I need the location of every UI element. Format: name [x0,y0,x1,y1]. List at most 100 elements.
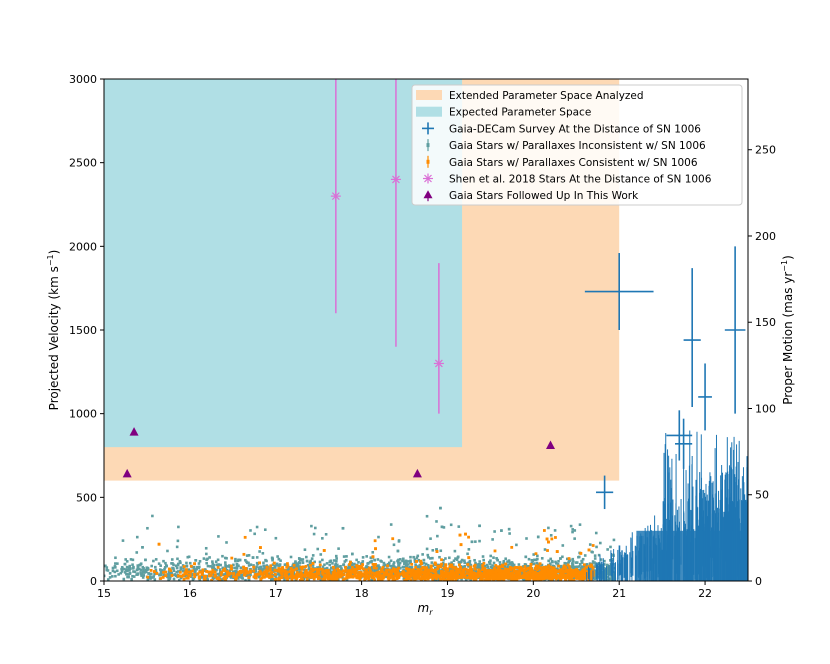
scatter-point-inconsistent [457,525,461,528]
scatter-point-consistent [470,570,473,573]
scatter-point-inconsistent [224,571,228,574]
scatter-point-inconsistent [589,567,593,570]
scatter-point-inconsistent [213,567,217,571]
scatter-point-consistent [473,571,477,575]
scatter-point-consistent [566,572,570,575]
scatter-point-consistent [324,574,327,577]
scatter-point-inconsistent [398,558,402,561]
scatter-point-consistent [455,574,459,577]
scatter-point-consistent [244,567,248,570]
scatter-point-consistent [497,578,501,581]
scatter-point-consistent [429,574,433,578]
scatter-point-consistent [555,550,559,553]
scatter-point-consistent [518,574,522,578]
scatter-point-inconsistent [597,572,600,576]
scatter-point-consistent [450,575,454,579]
scatter-point-consistent [497,575,501,579]
scatter-point-inconsistent [166,549,169,553]
scatter-point-consistent [350,574,354,578]
scatter-point-inconsistent [228,569,232,573]
scatter-point-inconsistent [591,550,594,554]
scatter-point-consistent [201,568,205,572]
scatter-point-consistent [435,550,439,553]
scatter-point-inconsistent [274,574,277,578]
scatter-point-inconsistent [496,558,499,562]
scatter-point-inconsistent [215,563,219,567]
scatter-point-consistent [497,568,501,572]
scatter-point-inconsistent [489,565,493,569]
scatter-point-consistent [432,575,435,579]
scatter-point-consistent [532,570,536,574]
scatter-point-inconsistent [301,558,305,561]
scatter-point-inconsistent [407,563,410,566]
scatter-point-consistent [471,576,475,579]
scatter-point-consistent [466,563,470,567]
scatter-point-inconsistent [390,567,393,571]
scatter-point-inconsistent [298,561,302,565]
scatter-point-consistent [475,575,478,579]
scatter-point-consistent [412,571,416,575]
scatter-point-inconsistent [581,557,585,561]
scatter-point-inconsistent [447,569,451,573]
scatter-point-inconsistent [271,577,275,581]
scatter-point-consistent [269,564,273,568]
scatter-point-consistent [409,574,413,578]
scatter-point-consistent [514,573,518,577]
scatter-point-inconsistent [262,564,265,568]
scatter-point-inconsistent [426,553,430,557]
scatter-point-consistent [541,571,545,575]
scatter-point-inconsistent [478,524,481,528]
scatter-point-consistent [542,573,546,576]
scatter-point-consistent [234,577,238,581]
scatter-point-consistent [449,573,452,577]
scatter-point-inconsistent [370,566,374,569]
scatter-point-consistent [222,576,226,580]
scatter-point-inconsistent [325,562,329,565]
scatter-point-consistent [363,578,367,581]
scatter-point-consistent [547,577,551,580]
scatter-point-inconsistent [556,562,560,566]
scatter-point-consistent [347,574,351,577]
scatter-point-consistent [535,568,539,572]
scatter-point-consistent [182,573,185,577]
scatter-point-inconsistent [142,574,146,577]
scatter-point-consistent [232,572,236,576]
scatter-point-consistent [546,549,549,552]
scatter-point-consistent [252,569,256,573]
scatter-point-consistent [490,573,494,576]
scatter-point-inconsistent [397,558,400,562]
scatter-point-inconsistent [270,578,273,581]
scatter-point-consistent [466,569,469,572]
scatter-point-consistent [159,577,163,580]
scatter-point-inconsistent [129,558,133,561]
scatter-point-consistent [373,563,377,566]
scatter-point-consistent [393,570,397,574]
scatter-point-consistent [501,565,505,568]
scatter-point-inconsistent [436,570,439,574]
scatter-point-consistent [322,549,326,552]
scatter-point-consistent [295,576,299,580]
scatter-point-inconsistent [527,557,531,561]
scatter-point-inconsistent [296,563,300,567]
scatter-point-consistent [540,572,544,576]
scatter-point-consistent [290,578,294,581]
scatter-point-inconsistent [125,560,129,563]
scatter-point-inconsistent [303,568,307,572]
scatter-point-inconsistent [367,561,370,565]
scatter-point-inconsistent [176,557,179,561]
scatter-point-inconsistent [265,564,269,567]
scatter-point-consistent [512,570,516,573]
scatter-point-consistent [277,567,281,571]
scatter-point-inconsistent [252,567,256,570]
scatter-point-consistent [299,572,303,576]
scatter-point-consistent [229,564,233,568]
scatter-point-consistent [264,569,268,572]
scatter-point-inconsistent [111,575,114,578]
scatter-point-inconsistent [173,573,177,576]
scatter-point-consistent [380,567,384,571]
scatter-point-inconsistent [310,557,314,560]
scatter-point-consistent [211,568,215,572]
scatter-point-consistent [327,569,330,572]
scatter-point-inconsistent [114,556,117,560]
scatter-point-inconsistent [298,565,301,568]
